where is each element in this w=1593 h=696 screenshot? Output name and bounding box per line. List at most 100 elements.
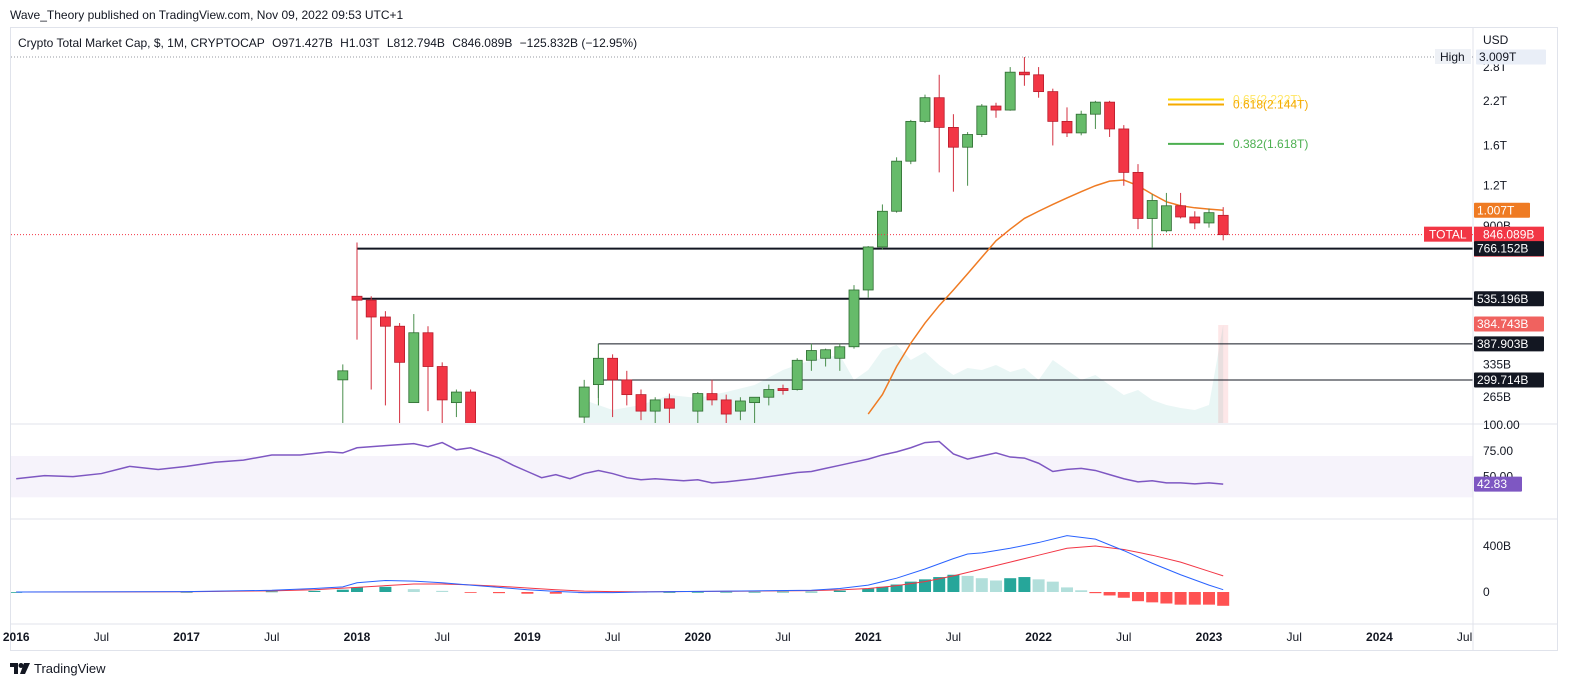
macd-histogram-bar (407, 589, 420, 592)
chart-frame (10, 27, 1558, 651)
moving-average-line (867, 179, 1224, 415)
candle (735, 397, 746, 421)
price-axis-label: 1.6T (1483, 138, 1508, 152)
macd-histogram-bar (975, 578, 988, 592)
candle-body (379, 316, 391, 327)
candle-body (990, 105, 1002, 111)
candle (436, 362, 448, 423)
candle (948, 114, 959, 192)
candle-body (848, 289, 860, 348)
candle (834, 343, 846, 371)
candle-body (408, 332, 420, 404)
price-pane (337, 57, 1473, 423)
candle (635, 389, 647, 421)
price-axis-label: 1.2T (1483, 179, 1508, 193)
time-axis-label: Jul (264, 630, 279, 644)
macd-histogram-bar (1146, 592, 1159, 603)
fib-label-0650: 0.65(2.222T) (1233, 92, 1302, 106)
macd-axis-label: 0 (1483, 585, 1490, 599)
total-tag-label: TOTAL (1429, 228, 1467, 242)
high-tag-label: High (1440, 50, 1465, 64)
support-value-tag-bg (1474, 241, 1544, 257)
candle-body (962, 134, 973, 148)
candle-body (351, 295, 363, 301)
macd-histogram-bar (933, 577, 946, 592)
macd-histogram-bar (1203, 592, 1215, 605)
candle (848, 285, 860, 349)
candle (1175, 192, 1186, 219)
candle (578, 379, 590, 423)
legend-symbol: Crypto Total Market Cap, $, 1M, CRYPTOCA… (18, 36, 265, 50)
candle (706, 379, 718, 406)
support-value-tag: 535.196B (1477, 292, 1528, 306)
macd-histogram-bar (961, 575, 974, 592)
macd-histogram-bar (663, 592, 676, 593)
rsi-value-tag-bg (1474, 476, 1522, 492)
support-value-tag-bg (1474, 336, 1544, 352)
candle-body (621, 379, 633, 396)
macd-histogram-bar (1174, 592, 1187, 605)
candle (607, 354, 618, 418)
time-axis-label: Jul (1287, 630, 1302, 644)
candle-body (862, 246, 874, 291)
macd-histogram-bar (720, 591, 733, 593)
candle (692, 392, 704, 423)
candle-body (777, 388, 789, 391)
time-axis-label: 2018 (344, 630, 371, 644)
candle-body (465, 391, 477, 423)
macd-histogram-bar (890, 584, 903, 592)
support-value-tag: 387.903B (1477, 337, 1528, 351)
tradingview-logo-icon (10, 663, 30, 674)
tradingview-brand[interactable]: TradingView (10, 661, 106, 676)
high-tag-bg (1435, 49, 1471, 64)
brand-label: TradingView (34, 661, 106, 676)
macd-line (16, 535, 1224, 594)
candle (777, 384, 789, 395)
candle (1075, 110, 1087, 136)
macd-histogram-bar (1061, 587, 1073, 592)
rsi-pane (11, 440, 1473, 498)
candle-body (365, 299, 377, 318)
fib-label-0382: 0.382(1.618T) (1233, 137, 1308, 151)
candle-body (1175, 205, 1186, 218)
macd-histogram-bar (1004, 578, 1017, 592)
candle (962, 132, 973, 186)
time-axis-label: Jul (435, 630, 450, 644)
candle (1217, 207, 1229, 241)
macd-histogram-bar (521, 592, 534, 594)
rsi-band (11, 456, 1473, 498)
candle-body (593, 357, 604, 386)
candle (919, 94, 931, 123)
candle (749, 396, 760, 423)
candle (1004, 67, 1016, 111)
ma-value-tag: 1.007T (1477, 203, 1515, 217)
macd-histogram-bar (904, 581, 917, 592)
candle (1033, 67, 1044, 98)
macd-histogram-bar (1117, 592, 1130, 598)
time-axis-label: 2020 (684, 630, 711, 644)
support-value-tag: 766.152B (1477, 242, 1528, 256)
macd-histogram-bar (805, 591, 818, 593)
time-axis-label: Jul (775, 630, 790, 644)
candle (877, 204, 888, 250)
candle (1047, 88, 1059, 146)
candle-body (976, 105, 988, 135)
candle-body (763, 389, 775, 398)
candle (621, 370, 633, 406)
candle-body (1132, 171, 1144, 219)
candle (720, 394, 732, 423)
candle-body (1189, 216, 1201, 224)
candle (990, 102, 1002, 118)
candle-body (436, 366, 448, 401)
candle (351, 242, 363, 340)
candle-body (706, 393, 718, 401)
volume-bar-current (1218, 325, 1229, 423)
candle (820, 348, 831, 367)
time-axis-label: 2023 (1196, 630, 1223, 644)
candle (1203, 208, 1215, 228)
time-axis-label: Jul (946, 630, 961, 644)
candle (649, 397, 661, 423)
candle-body (1161, 205, 1172, 232)
price-axis-label: 335B (1483, 357, 1511, 371)
